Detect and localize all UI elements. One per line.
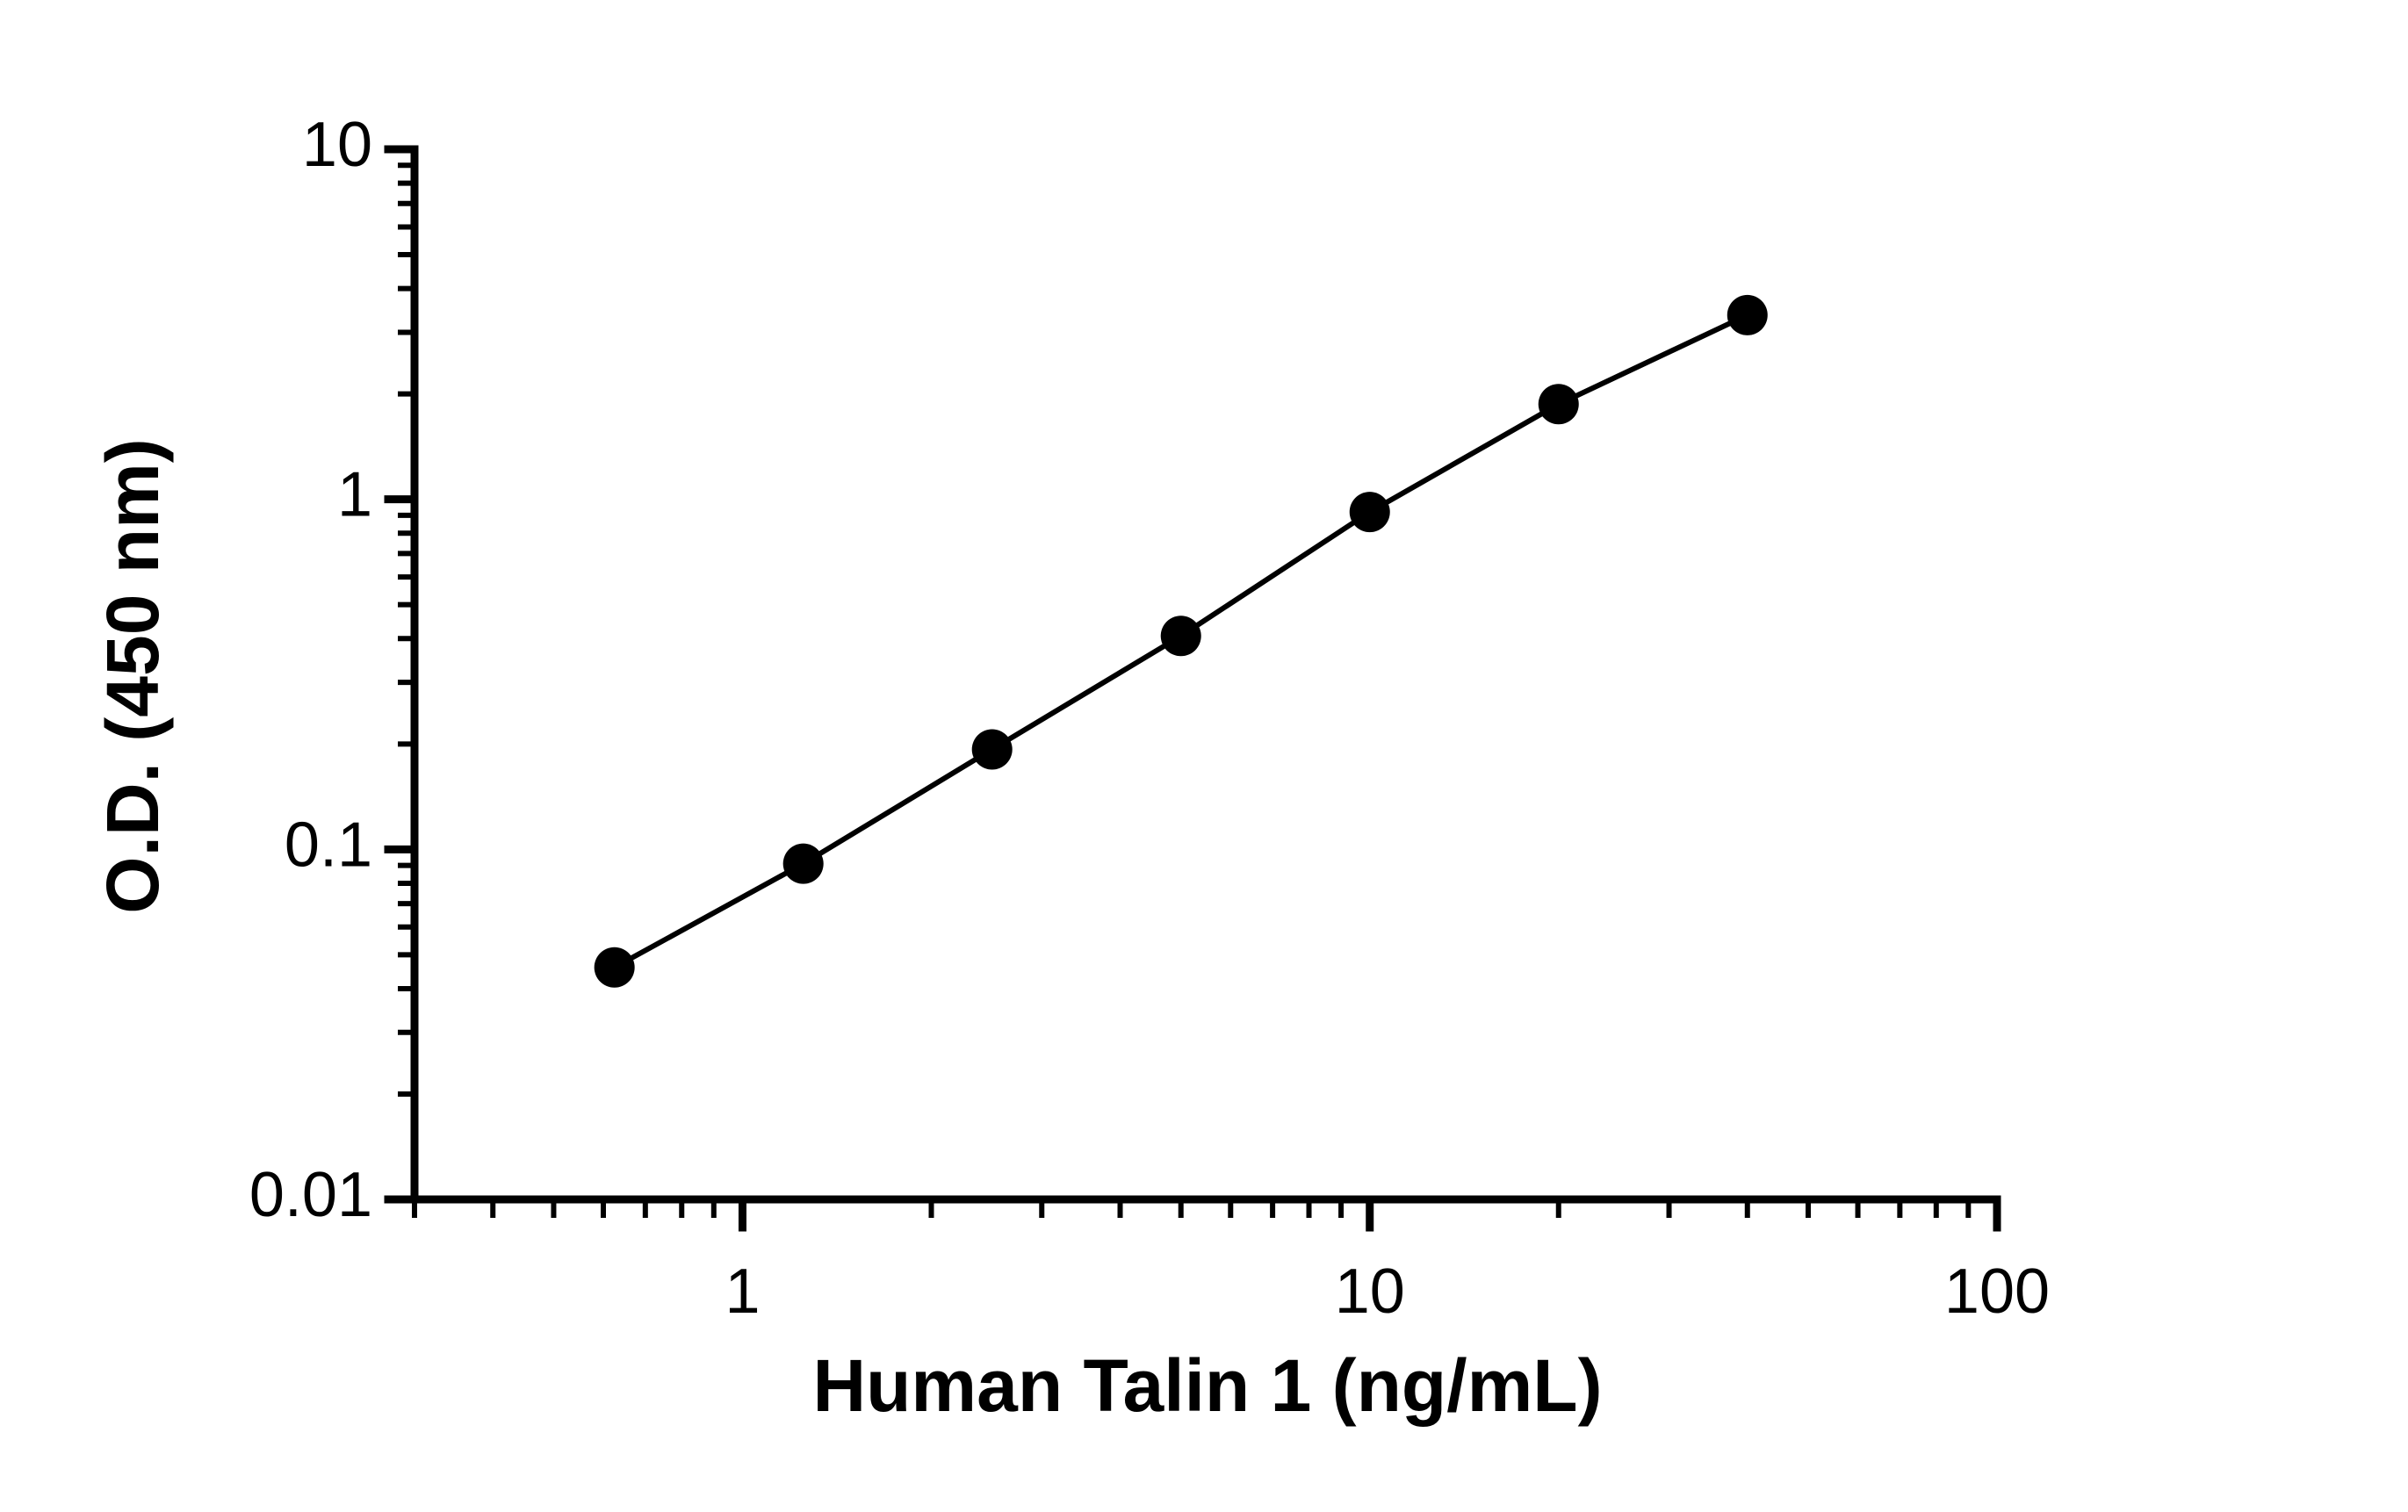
y-tick-label: 0.1 xyxy=(285,810,372,880)
point xyxy=(1538,384,1579,425)
x-tick-label: 10 xyxy=(1335,1256,1405,1327)
point xyxy=(782,843,824,884)
x-tick-label: 100 xyxy=(1944,1256,2050,1327)
x-tick-label: 1 xyxy=(725,1256,760,1327)
y-tick-label: 10 xyxy=(302,110,372,180)
point xyxy=(594,947,635,988)
y-tick-label: 1 xyxy=(337,460,372,530)
point xyxy=(1727,294,1768,335)
point xyxy=(1160,616,1201,657)
point xyxy=(971,729,1013,770)
y-axis-title: O.D. (450 nm) xyxy=(91,438,174,913)
point xyxy=(1349,492,1390,533)
y-tick-label: 0.01 xyxy=(249,1160,372,1230)
x-axis-title: Human Talin 1 (ng/mL) xyxy=(812,1344,1602,1427)
